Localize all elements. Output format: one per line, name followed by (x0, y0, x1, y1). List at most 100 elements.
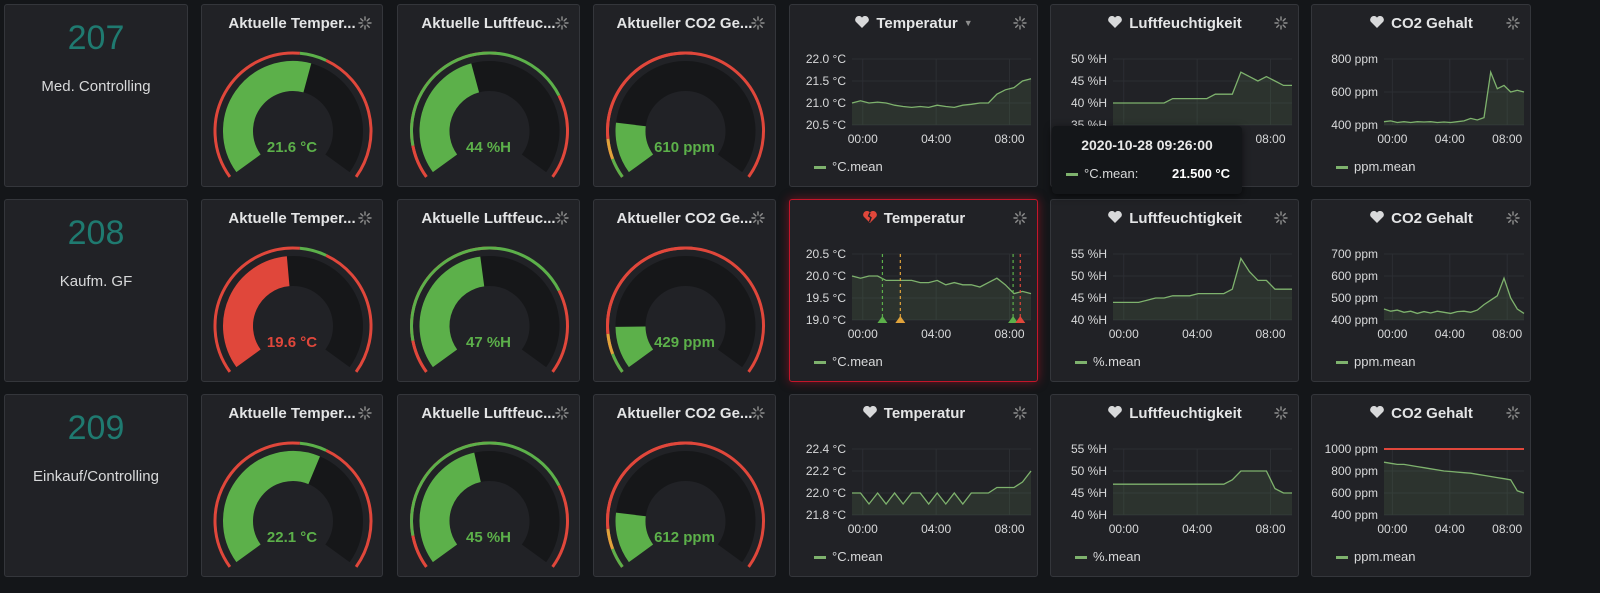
gauge-dial (213, 441, 373, 568)
legend-label: ppm.mean (1354, 549, 1416, 564)
gauge-fill (419, 452, 482, 563)
x-tick-label: 08:00 (1256, 522, 1286, 536)
loading-spinner-icon (555, 406, 569, 420)
legend-swatch (814, 361, 826, 365)
graph-plot[interactable]: 55 %H 50 %H 45 %H 40 %H00:00 04:00 08:00 (1051, 200, 1300, 383)
gauge-dial (213, 246, 373, 373)
legend-label: °C.mean (832, 159, 883, 174)
gauge-track (615, 256, 756, 368)
legend-label: %.mean (1093, 549, 1141, 564)
alert-annotation-marker[interactable] (877, 316, 888, 323)
loading-spinner-icon (751, 211, 765, 225)
legend-label: %.mean (1093, 354, 1141, 369)
series-line (851, 78, 1032, 109)
y-tick-label: 800 ppm (1331, 52, 1378, 66)
series-area (852, 471, 1031, 515)
y-tick-label: 45 %H (1071, 486, 1107, 500)
alert-annotation-marker[interactable] (895, 316, 906, 323)
legend-swatch (1336, 166, 1348, 170)
tooltip-series-swatch (1066, 173, 1078, 177)
alert-annotation-marker[interactable] (1015, 316, 1026, 323)
tooltip-series-name: °C.mean: (1084, 166, 1139, 181)
gauge-value: 21.6 °C (266, 139, 318, 156)
legend-label: ppm.mean (1354, 159, 1416, 174)
x-tick-label: 00:00 (848, 327, 878, 341)
x-tick-label: 00:00 (1377, 132, 1407, 146)
gauge-threshold-warn (606, 528, 615, 550)
graph-panel: Temperatur 22.4 °C 22.2 °C 22.0 °C 21.8 °C 00… (789, 394, 1038, 577)
legend-label: °C.mean (832, 549, 883, 564)
x-tick-label: 04:00 (1435, 522, 1465, 536)
gauge-threshold-high (551, 289, 569, 373)
gauge-panel: Aktueller CO2 Ge... 429 ppm (593, 199, 776, 382)
graph-title-text: Luftfeuchtigkeit (1129, 405, 1242, 422)
legend-swatch (1336, 361, 1348, 365)
series-line (1113, 470, 1292, 494)
legend-label: °C.mean (832, 354, 883, 369)
graph-legend[interactable]: °C.mean (814, 159, 883, 174)
series-area (852, 276, 1031, 320)
x-tick-label: 00:00 (1109, 327, 1139, 341)
gauge-threshold-ok (299, 441, 327, 452)
heart-icon (1370, 405, 1385, 418)
x-tick-label: 04:00 (921, 522, 951, 536)
graph-legend[interactable]: ppm.mean (1336, 159, 1415, 174)
y-tick-label: 20.5 °C (806, 118, 846, 132)
loading-spinner-icon (1013, 16, 1027, 30)
graph-legend[interactable]: ppm.mean (1336, 549, 1415, 564)
gauge-title: Aktuelle Luftfeuc... (421, 210, 556, 227)
y-tick-label: 20.0 °C (806, 269, 846, 283)
gauge-threshold-high (606, 441, 765, 568)
loading-spinner-icon (751, 16, 765, 30)
x-tick-label: 00:00 (848, 522, 878, 536)
y-tick-label: 50 %H (1071, 464, 1107, 478)
series-area (1113, 471, 1292, 515)
series-line (1383, 276, 1525, 315)
graph-title-text: Temperatur (883, 405, 966, 422)
series-line (852, 470, 1032, 506)
graph-legend[interactable]: °C.mean (814, 549, 883, 564)
gauge-value: 19.6 °C (266, 334, 318, 351)
graph-plot[interactable]: 55 %H 50 %H 45 %H 40 %H00:00 04:00 08:00 (1051, 395, 1300, 578)
room-stat-panel: 208 Kaufm. GF (4, 199, 188, 382)
gauge-threshold-low (213, 441, 300, 568)
y-tick-label: 21.8 °C (806, 508, 846, 522)
y-tick-label: 19.5 °C (806, 291, 846, 305)
graph-legend[interactable]: %.mean (1075, 549, 1141, 564)
gauge-title: Aktueller CO2 Ge... (616, 15, 753, 32)
gauge-dial (213, 51, 373, 178)
graph-title: Luftfeuchtigkeit (1051, 15, 1298, 32)
room-number: 208 (67, 214, 125, 252)
graph-plot[interactable]: 20.5 °C 20.0 °C 19.5 °C 19.0 °C00:00 04:00 08… (790, 200, 1039, 383)
x-tick-label: 00:00 (848, 132, 878, 146)
series-line (1383, 461, 1525, 494)
gauge-title: Aktuelle Temper... (228, 210, 356, 227)
graph-plot[interactable]: 22.0 °C 21.5 °C 21.0 °C 20.5 °C00:00 04:00 08… (790, 5, 1039, 188)
gauge-fill (615, 325, 654, 368)
graph-plot[interactable]: 22.4 °C 22.2 °C 22.0 °C 21.8 °C00:00 04:00 08… (790, 395, 1039, 578)
graph-legend[interactable]: °C.mean (814, 354, 883, 369)
y-tick-label: 22.0 °C (806, 52, 846, 66)
graph-panel: Luftfeuchtigkeit 55 %H 50 %H 45 %H 40 %H 00:0… (1050, 199, 1299, 382)
graph-legend[interactable]: ppm.mean (1336, 354, 1415, 369)
gauge-panel: Aktuelle Luftfeuc... 44 %H (397, 4, 580, 187)
room-stat-panel: 207 Med. Controlling (4, 4, 188, 187)
y-tick-label: 21.5 °C (806, 74, 846, 88)
loading-spinner-icon (1013, 211, 1027, 225)
graph-legend[interactable]: %.mean (1075, 354, 1141, 369)
loading-spinner-icon (1013, 406, 1027, 420)
gauge-threshold-ok (299, 246, 327, 257)
graph-tooltip: 2020-10-28 09:26:00 °C.mean: 21.500 °C (1052, 126, 1242, 194)
loading-spinner-icon (751, 406, 765, 420)
gauge-threshold-ok (611, 158, 624, 178)
legend-swatch (814, 556, 826, 560)
gauge-threshold-warn (606, 138, 615, 160)
caret-down-icon[interactable]: ▼ (963, 18, 973, 28)
heart-icon (1108, 15, 1123, 28)
alert-annotation-marker[interactable] (1008, 316, 1019, 323)
gauge-threshold-high (325, 59, 373, 178)
gauge-panel: Aktueller CO2 Ge... 612 ppm (593, 394, 776, 577)
